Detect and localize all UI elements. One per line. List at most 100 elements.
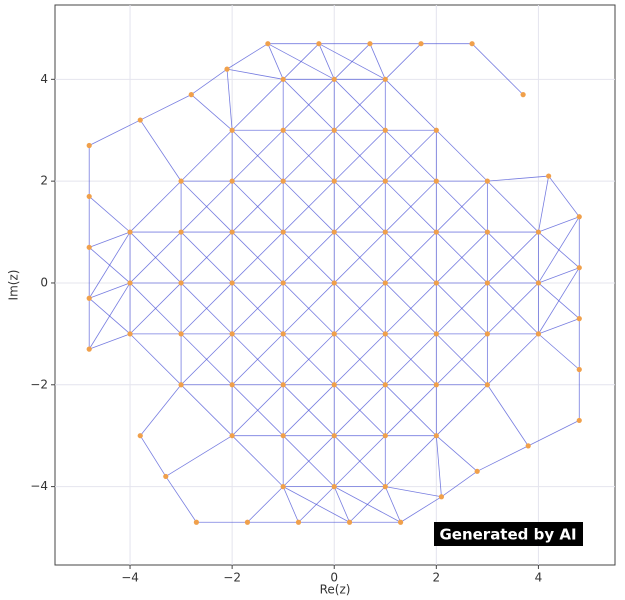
point (224, 66, 230, 72)
edge (165, 435, 233, 477)
point (86, 193, 92, 200)
point (484, 280, 490, 286)
point (229, 280, 235, 286)
point (316, 41, 322, 47)
point (382, 229, 388, 235)
point (576, 214, 582, 220)
edge (385, 486, 442, 498)
point (535, 229, 542, 235)
point (295, 519, 302, 525)
point (331, 382, 337, 388)
edge (349, 486, 386, 523)
edge (231, 435, 284, 487)
point (382, 433, 388, 439)
edge (140, 94, 192, 121)
edge (231, 282, 284, 335)
edge (231, 333, 284, 386)
point (382, 127, 388, 133)
edge (139, 435, 167, 477)
edge (89, 282, 131, 299)
edge (191, 94, 233, 131)
point (265, 41, 271, 47)
edge (267, 43, 335, 80)
point (535, 331, 542, 337)
edge (538, 216, 580, 284)
edge (267, 43, 284, 80)
point (484, 229, 490, 235)
edge (385, 384, 437, 436)
edge (435, 435, 442, 497)
point (127, 331, 133, 337)
point (535, 280, 542, 286)
point (229, 127, 235, 133)
point (397, 519, 404, 525)
point (280, 127, 286, 133)
edge (487, 180, 539, 233)
point (280, 178, 286, 184)
edge (298, 486, 335, 523)
edge (282, 180, 335, 233)
edge (191, 68, 228, 95)
edge (385, 129, 437, 182)
watermark: Generated by AI (439, 526, 576, 544)
edge (538, 175, 550, 233)
point (178, 178, 184, 184)
point (576, 417, 582, 424)
point (331, 76, 337, 82)
edge (333, 333, 386, 386)
edge (88, 247, 131, 284)
edge (231, 129, 284, 182)
edge (231, 231, 284, 284)
point (546, 173, 552, 179)
point (127, 280, 133, 286)
point (433, 433, 439, 439)
point (576, 316, 582, 322)
edge (476, 445, 529, 472)
point (280, 229, 286, 235)
edge (333, 79, 386, 131)
edge (139, 384, 182, 436)
point (382, 178, 388, 184)
edge (384, 486, 401, 523)
y-tick-label: 2 (40, 174, 48, 188)
point (382, 484, 388, 490)
y-axis-label: Im(z) (7, 270, 21, 301)
point (433, 127, 439, 133)
edge (318, 43, 386, 80)
edge (333, 180, 386, 233)
edge (538, 267, 580, 284)
edge (487, 333, 539, 386)
edge (282, 79, 335, 131)
edge (538, 216, 580, 233)
edge (538, 318, 580, 335)
point (229, 229, 235, 235)
edge (282, 486, 299, 523)
point (178, 280, 184, 286)
x-tick-label: −2 (223, 571, 241, 585)
point (86, 142, 92, 149)
point (484, 178, 490, 184)
point (280, 280, 286, 286)
edge (436, 231, 488, 284)
edge (180, 333, 233, 386)
edge (436, 180, 488, 233)
x-tick-label: 0 (330, 571, 338, 585)
point (520, 92, 526, 98)
point (229, 331, 235, 337)
edge (89, 333, 131, 350)
point (86, 244, 92, 250)
point (137, 433, 143, 439)
y-tick-label: 0 (40, 275, 48, 289)
point (576, 265, 582, 271)
edge (436, 282, 488, 335)
point (433, 280, 439, 286)
point (576, 366, 582, 373)
edge (231, 180, 284, 233)
point (229, 382, 235, 388)
point (229, 433, 235, 439)
point (178, 229, 184, 235)
edge (139, 119, 182, 182)
edge (538, 333, 580, 370)
edge (436, 435, 478, 472)
edge (129, 282, 182, 335)
